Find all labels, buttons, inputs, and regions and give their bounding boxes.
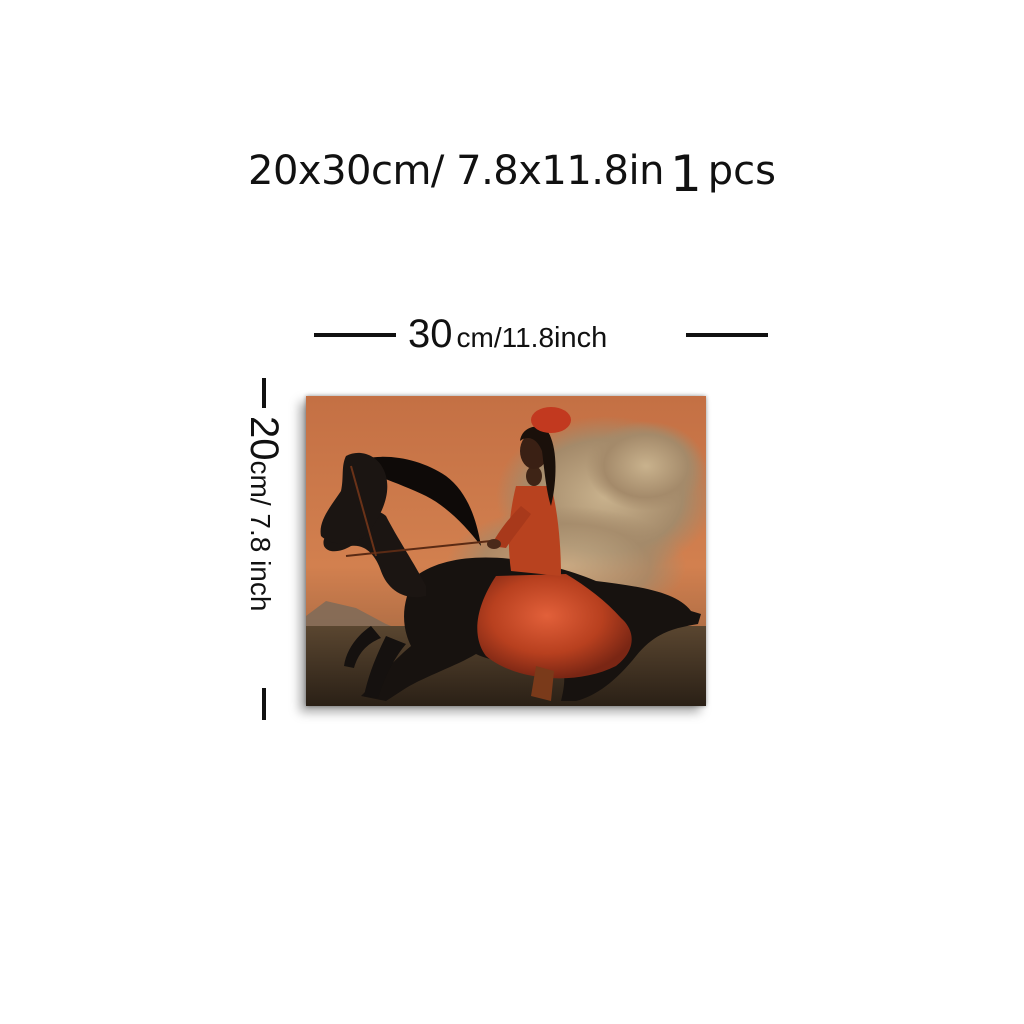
height-tick-top <box>262 378 266 408</box>
width-label: 30 cm/11.8 inch <box>408 312 668 357</box>
height-value: 20 <box>241 416 286 461</box>
width-inch: inch <box>554 322 607 355</box>
height-label: 20 cm/ 7.8 inch <box>241 416 286 611</box>
width-unit: cm/11.8 <box>457 322 555 354</box>
width-line-left <box>314 333 396 337</box>
width-line-right <box>686 333 768 337</box>
canvas-painting <box>306 396 706 706</box>
height-dimension: 20 cm/ 7.8 inch <box>244 378 284 720</box>
width-value: 30 <box>408 312 453 357</box>
height-tick-bottom <box>262 688 266 720</box>
headline-quantity: 1 <box>670 145 702 203</box>
width-dimension: 30 cm/11.8 inch <box>314 312 768 362</box>
woman-hand <box>487 539 501 549</box>
headline-dimensions: 20x30cm/ 7.8x11.8in <box>248 148 664 194</box>
headline-unit: pcs <box>708 148 776 194</box>
painting-illustration <box>306 396 706 706</box>
size-headline: 20x30cm/ 7.8x11.8in 1 pcs <box>0 138 1024 198</box>
hair-flower <box>531 407 571 433</box>
height-unit: cm/ 7.8 inch <box>244 461 276 612</box>
cloud-secondary <box>586 421 706 511</box>
